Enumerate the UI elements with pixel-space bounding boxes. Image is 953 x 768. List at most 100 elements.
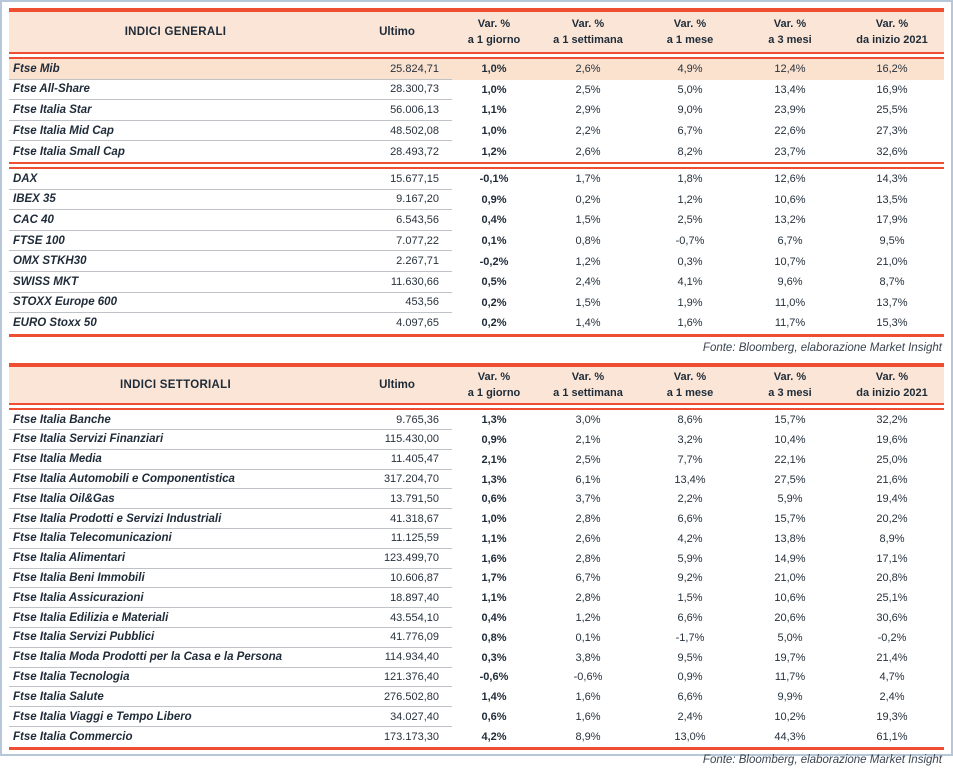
var-value-0: 0,2% — [481, 296, 507, 309]
ultimo-value: 9.167,20 — [342, 190, 452, 211]
var-pct-label: Var. % — [875, 18, 909, 30]
ultimo-value: 43.554,10 — [342, 608, 452, 628]
var-value-1: 1,6% — [575, 691, 601, 704]
var-value-1: 1,7% — [575, 173, 601, 186]
index-name: Ftse Italia Banche — [9, 410, 342, 431]
column-header-var-3: Var. % a 3 mesi — [740, 16, 840, 48]
var-value-3: 22,1% — [774, 453, 806, 466]
table-header: INDICI SETTORIALI Ultimo Var. % a 1 giorno V… — [9, 367, 944, 404]
var-value-1: 2,4% — [575, 276, 601, 289]
ultimo-value: 123.499,70 — [342, 549, 452, 569]
index-name: FTSE 100 — [9, 231, 342, 252]
index-name: Ftse Italia Beni Immobili — [9, 569, 342, 589]
ultimo-value: 11.630,66 — [342, 272, 452, 293]
var-value-1: 1,5% — [575, 214, 601, 227]
var-value-1: 1,4% — [575, 317, 601, 330]
var-value-3: 15,7% — [774, 513, 806, 526]
index-name: Ftse Italia Mid Cap — [9, 121, 342, 142]
ultimo-value: 11.405,47 — [342, 450, 452, 470]
red-rule-top — [9, 8, 944, 12]
var-value-0: -0,2% — [479, 255, 509, 268]
fonte-caption: Fonte: Bloomberg, elaborazione Market In… — [702, 342, 942, 355]
var-value-1: 6,7% — [575, 572, 601, 585]
red-rule-top — [9, 363, 944, 368]
var-value-2: 8,2% — [677, 145, 703, 158]
period-label: a 1 giorno — [467, 387, 521, 400]
fonte-caption: Fonte: Bloomberg, elaborazione Market In… — [702, 754, 942, 767]
ultimo-value: 7.077,22 — [342, 231, 452, 252]
indici-generali-table: INDICI GENERALI Ultimo Var. % a 1 giorno Var… — [9, 8, 944, 338]
var-value-3: 10,6% — [774, 193, 806, 206]
table-row: Ftse Italia Mid Cap 48.502,08 1,0% 2,2% 6,7%… — [9, 121, 944, 142]
var-value-4: 2,4% — [879, 691, 905, 704]
table-row: Ftse Italia Tecnologia 121.376,40 -0,6% -0,… — [9, 668, 944, 688]
var-value-4: 21,4% — [876, 651, 908, 664]
var-value-2: 2,2% — [677, 493, 703, 506]
var-value-4: 30,6% — [876, 612, 908, 625]
index-name: Ftse Italia Small Cap — [13, 145, 125, 158]
ultimo-value: 11.125,59 — [342, 529, 452, 549]
var-value-0: 1,0% — [481, 513, 507, 526]
index-name: Ftse Italia Media — [9, 450, 342, 470]
var-value-3: 22,6% — [774, 125, 806, 138]
var-value-3: 44,3% — [774, 730, 806, 743]
var-value-1: 0,1% — [575, 631, 601, 644]
var-pct-label: Var. % — [773, 18, 807, 30]
var-value-3: 11,7% — [774, 671, 806, 684]
var-value-4: 25,0% — [876, 453, 908, 466]
index-name: Ftse Italia Servizi Pubblici — [9, 628, 342, 648]
ultimo-value: 173.173,30 — [383, 730, 439, 743]
var-value-4: 25,1% — [876, 592, 908, 605]
var-pct-label: Var. % — [673, 18, 707, 30]
indici-settoriali-table: INDICI SETTORIALI Ultimo Var. % a 1 giorno V… — [9, 363, 944, 751]
ultimo-value: 41.776,09 — [342, 628, 452, 648]
index-name: EURO Stoxx 50 — [13, 317, 97, 330]
period-label: da inizio 2021 — [856, 34, 928, 46]
var-value-1: 3,8% — [575, 651, 601, 664]
red-rule-double — [9, 161, 944, 169]
var-value-2: 9,5% — [677, 651, 703, 664]
var-value-1: 2,1% — [575, 433, 601, 446]
table-row: Ftse Italia Media 11.405,47 2,1% 2,5% 7,7% 22… — [9, 450, 944, 470]
table-row: STOXX Europe 600 453,56 0,2% 1,5% 1,9% 11,0% 1… — [9, 293, 944, 314]
column-header-var-2: Var. % a 1 mese — [640, 16, 740, 48]
var-value-2: 2,5% — [677, 214, 703, 227]
var-value-2: 1,8% — [677, 173, 703, 186]
table-row: Ftse Italia Servizi Finanziari 115.430,00… — [9, 430, 944, 450]
var-value-4: -0,2% — [877, 631, 907, 644]
var-value-0: 0,3% — [481, 651, 507, 664]
var-value-0: 1,3% — [481, 414, 507, 427]
var-pct-label: Var. % — [875, 371, 909, 384]
var-value-0: 1,0% — [481, 63, 507, 76]
var-pct-label: Var. % — [673, 371, 707, 384]
ultimo-value: 10.606,87 — [342, 569, 452, 589]
var-value-4: 19,4% — [876, 493, 908, 506]
ultimo-value: 276.502,80 — [342, 687, 452, 708]
ultimo-value: 13.791,50 — [342, 489, 452, 510]
var-value-3: 11,7% — [774, 317, 806, 330]
index-name: Ftse All-Share — [9, 80, 342, 101]
var-value-3: 9,6% — [777, 276, 803, 289]
var-value-0: 4,2% — [481, 730, 507, 743]
var-value-2: 9,0% — [677, 104, 703, 117]
var-value-3: 13,2% — [774, 214, 806, 227]
var-value-0: -0,6% — [479, 671, 509, 684]
column-header-var-1: Var. % a 1 settimana — [536, 369, 640, 401]
var-value-1: 0,8% — [575, 235, 601, 248]
var-value-2: 13,4% — [674, 473, 706, 486]
var-value-1: 3,7% — [575, 493, 601, 506]
var-value-1: 2,6% — [575, 145, 601, 158]
var-value-3: 11,0% — [774, 296, 806, 309]
period-label: a 3 mesi — [768, 387, 812, 400]
var-value-4: 27,3% — [876, 125, 908, 138]
index-name: DAX — [9, 169, 342, 190]
var-value-4: 15,3% — [876, 317, 908, 330]
period-label: a 1 settimana — [553, 34, 623, 46]
ultimo-value: 28.300,73 — [342, 80, 452, 101]
var-value-1: 2,8% — [575, 513, 601, 526]
var-value-2: 0,9% — [677, 671, 703, 684]
period-label: a 1 settimana — [553, 387, 623, 400]
var-value-2: 4,9% — [677, 63, 703, 76]
var-value-4: 9,5% — [879, 235, 905, 248]
var-value-0: -0,1% — [479, 173, 509, 186]
